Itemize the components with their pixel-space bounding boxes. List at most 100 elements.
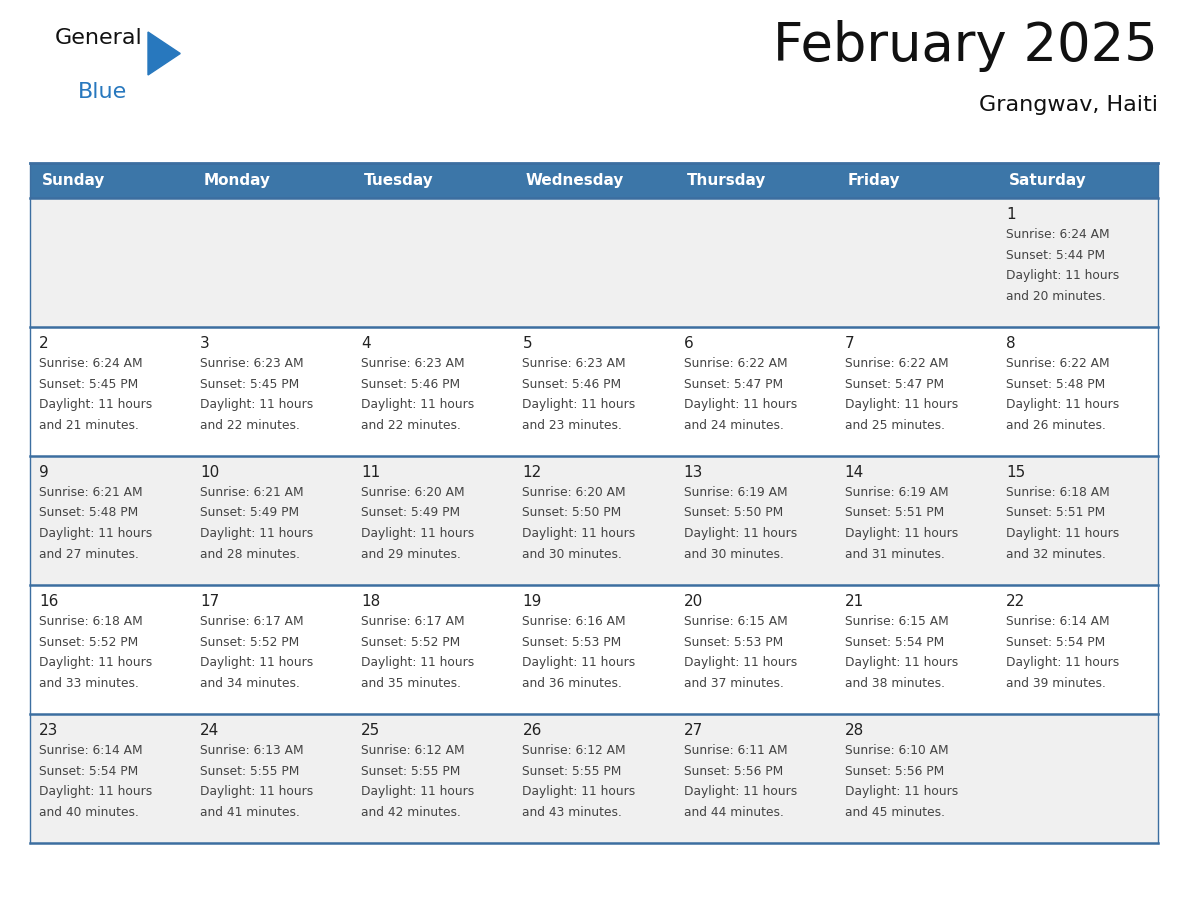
Text: Daylight: 11 hours: Daylight: 11 hours	[523, 656, 636, 669]
Text: Sunrise: 6:22 AM: Sunrise: 6:22 AM	[1006, 357, 1110, 370]
Text: 27: 27	[683, 723, 703, 738]
Text: Sunset: 5:54 PM: Sunset: 5:54 PM	[1006, 635, 1105, 648]
Text: Daylight: 11 hours: Daylight: 11 hours	[1006, 269, 1119, 282]
Text: Sunset: 5:46 PM: Sunset: 5:46 PM	[361, 377, 461, 390]
Text: Sunset: 5:48 PM: Sunset: 5:48 PM	[1006, 377, 1105, 390]
Text: Sunrise: 6:14 AM: Sunrise: 6:14 AM	[39, 744, 143, 757]
Text: 8: 8	[1006, 336, 1016, 351]
Text: Tuesday: Tuesday	[365, 173, 434, 188]
Text: Sunrise: 6:11 AM: Sunrise: 6:11 AM	[683, 744, 788, 757]
Text: Sunset: 5:53 PM: Sunset: 5:53 PM	[683, 635, 783, 648]
Text: Daylight: 11 hours: Daylight: 11 hours	[523, 785, 636, 798]
Text: and 42 minutes.: and 42 minutes.	[361, 805, 461, 819]
Text: and 41 minutes.: and 41 minutes.	[200, 805, 301, 819]
Text: General: General	[55, 28, 143, 48]
Text: and 22 minutes.: and 22 minutes.	[361, 419, 461, 431]
Text: 28: 28	[845, 723, 864, 738]
Text: 23: 23	[39, 723, 58, 738]
Text: Sunset: 5:55 PM: Sunset: 5:55 PM	[361, 765, 461, 778]
Text: Sunset: 5:56 PM: Sunset: 5:56 PM	[683, 765, 783, 778]
Text: and 32 minutes.: and 32 minutes.	[1006, 547, 1106, 561]
Text: and 34 minutes.: and 34 minutes.	[200, 677, 301, 689]
Text: 12: 12	[523, 465, 542, 480]
Text: Sunset: 5:51 PM: Sunset: 5:51 PM	[1006, 507, 1105, 520]
Text: Sunrise: 6:10 AM: Sunrise: 6:10 AM	[845, 744, 948, 757]
Text: Sunrise: 6:20 AM: Sunrise: 6:20 AM	[361, 486, 465, 499]
Text: Sunrise: 6:22 AM: Sunrise: 6:22 AM	[845, 357, 948, 370]
Text: Daylight: 11 hours: Daylight: 11 hours	[683, 785, 797, 798]
Text: Sunrise: 6:21 AM: Sunrise: 6:21 AM	[200, 486, 304, 499]
Text: 16: 16	[39, 594, 58, 609]
Text: Sunrise: 6:23 AM: Sunrise: 6:23 AM	[361, 357, 465, 370]
Text: Daylight: 11 hours: Daylight: 11 hours	[523, 398, 636, 411]
Text: Sunrise: 6:23 AM: Sunrise: 6:23 AM	[200, 357, 304, 370]
Text: Sunrise: 6:23 AM: Sunrise: 6:23 AM	[523, 357, 626, 370]
Text: Daylight: 11 hours: Daylight: 11 hours	[361, 398, 474, 411]
Text: 14: 14	[845, 465, 864, 480]
Text: 13: 13	[683, 465, 703, 480]
Text: Sunset: 5:45 PM: Sunset: 5:45 PM	[39, 377, 138, 390]
Text: and 40 minutes.: and 40 minutes.	[39, 805, 139, 819]
Text: Daylight: 11 hours: Daylight: 11 hours	[200, 398, 314, 411]
Text: 3: 3	[200, 336, 210, 351]
Text: Daylight: 11 hours: Daylight: 11 hours	[683, 656, 797, 669]
Text: Sunrise: 6:12 AM: Sunrise: 6:12 AM	[523, 744, 626, 757]
Bar	[30, 163, 1158, 198]
Text: and 21 minutes.: and 21 minutes.	[39, 419, 139, 431]
Text: Sunrise: 6:24 AM: Sunrise: 6:24 AM	[39, 357, 143, 370]
Bar	[30, 585, 1158, 714]
Text: 17: 17	[200, 594, 220, 609]
Text: Sunset: 5:50 PM: Sunset: 5:50 PM	[523, 507, 621, 520]
Text: 19: 19	[523, 594, 542, 609]
Text: Sunrise: 6:22 AM: Sunrise: 6:22 AM	[683, 357, 788, 370]
Bar	[30, 198, 1158, 327]
Text: 10: 10	[200, 465, 220, 480]
Text: 7: 7	[845, 336, 854, 351]
Text: 18: 18	[361, 594, 380, 609]
Text: 11: 11	[361, 465, 380, 480]
Text: Sunday: Sunday	[42, 173, 106, 188]
Text: Sunset: 5:46 PM: Sunset: 5:46 PM	[523, 377, 621, 390]
Bar	[30, 714, 1158, 843]
Text: Daylight: 11 hours: Daylight: 11 hours	[361, 656, 474, 669]
Text: Sunset: 5:44 PM: Sunset: 5:44 PM	[1006, 249, 1105, 262]
Text: Daylight: 11 hours: Daylight: 11 hours	[845, 785, 958, 798]
Text: and 45 minutes.: and 45 minutes.	[845, 805, 944, 819]
Text: Daylight: 11 hours: Daylight: 11 hours	[39, 656, 152, 669]
Text: Sunset: 5:47 PM: Sunset: 5:47 PM	[845, 377, 943, 390]
Text: Sunset: 5:49 PM: Sunset: 5:49 PM	[200, 507, 299, 520]
Bar	[30, 456, 1158, 585]
Text: Sunset: 5:49 PM: Sunset: 5:49 PM	[361, 507, 461, 520]
Text: Daylight: 11 hours: Daylight: 11 hours	[1006, 656, 1119, 669]
Text: 26: 26	[523, 723, 542, 738]
Text: Sunset: 5:56 PM: Sunset: 5:56 PM	[845, 765, 944, 778]
Text: and 38 minutes.: and 38 minutes.	[845, 677, 944, 689]
Text: Sunset: 5:50 PM: Sunset: 5:50 PM	[683, 507, 783, 520]
Text: Daylight: 11 hours: Daylight: 11 hours	[39, 527, 152, 540]
Text: Sunrise: 6:24 AM: Sunrise: 6:24 AM	[1006, 228, 1110, 241]
Text: Sunrise: 6:18 AM: Sunrise: 6:18 AM	[1006, 486, 1110, 499]
Text: Sunrise: 6:17 AM: Sunrise: 6:17 AM	[361, 615, 465, 628]
Text: Daylight: 11 hours: Daylight: 11 hours	[200, 656, 314, 669]
Text: 25: 25	[361, 723, 380, 738]
Text: Friday: Friday	[848, 173, 901, 188]
Text: 4: 4	[361, 336, 371, 351]
Text: Daylight: 11 hours: Daylight: 11 hours	[845, 527, 958, 540]
Text: Daylight: 11 hours: Daylight: 11 hours	[845, 398, 958, 411]
Text: Sunrise: 6:19 AM: Sunrise: 6:19 AM	[845, 486, 948, 499]
Text: 5: 5	[523, 336, 532, 351]
Text: February 2025: February 2025	[773, 20, 1158, 72]
Text: and 36 minutes.: and 36 minutes.	[523, 677, 623, 689]
Text: Monday: Monday	[203, 173, 270, 188]
Text: Daylight: 11 hours: Daylight: 11 hours	[1006, 527, 1119, 540]
Text: Sunrise: 6:16 AM: Sunrise: 6:16 AM	[523, 615, 626, 628]
Text: and 22 minutes.: and 22 minutes.	[200, 419, 301, 431]
Text: Daylight: 11 hours: Daylight: 11 hours	[683, 398, 797, 411]
Polygon shape	[148, 32, 181, 75]
Text: Sunset: 5:55 PM: Sunset: 5:55 PM	[200, 765, 299, 778]
Text: Sunrise: 6:15 AM: Sunrise: 6:15 AM	[683, 615, 788, 628]
Text: and 39 minutes.: and 39 minutes.	[1006, 677, 1106, 689]
Text: and 44 minutes.: and 44 minutes.	[683, 805, 783, 819]
Text: Sunset: 5:55 PM: Sunset: 5:55 PM	[523, 765, 621, 778]
Text: Sunset: 5:53 PM: Sunset: 5:53 PM	[523, 635, 621, 648]
